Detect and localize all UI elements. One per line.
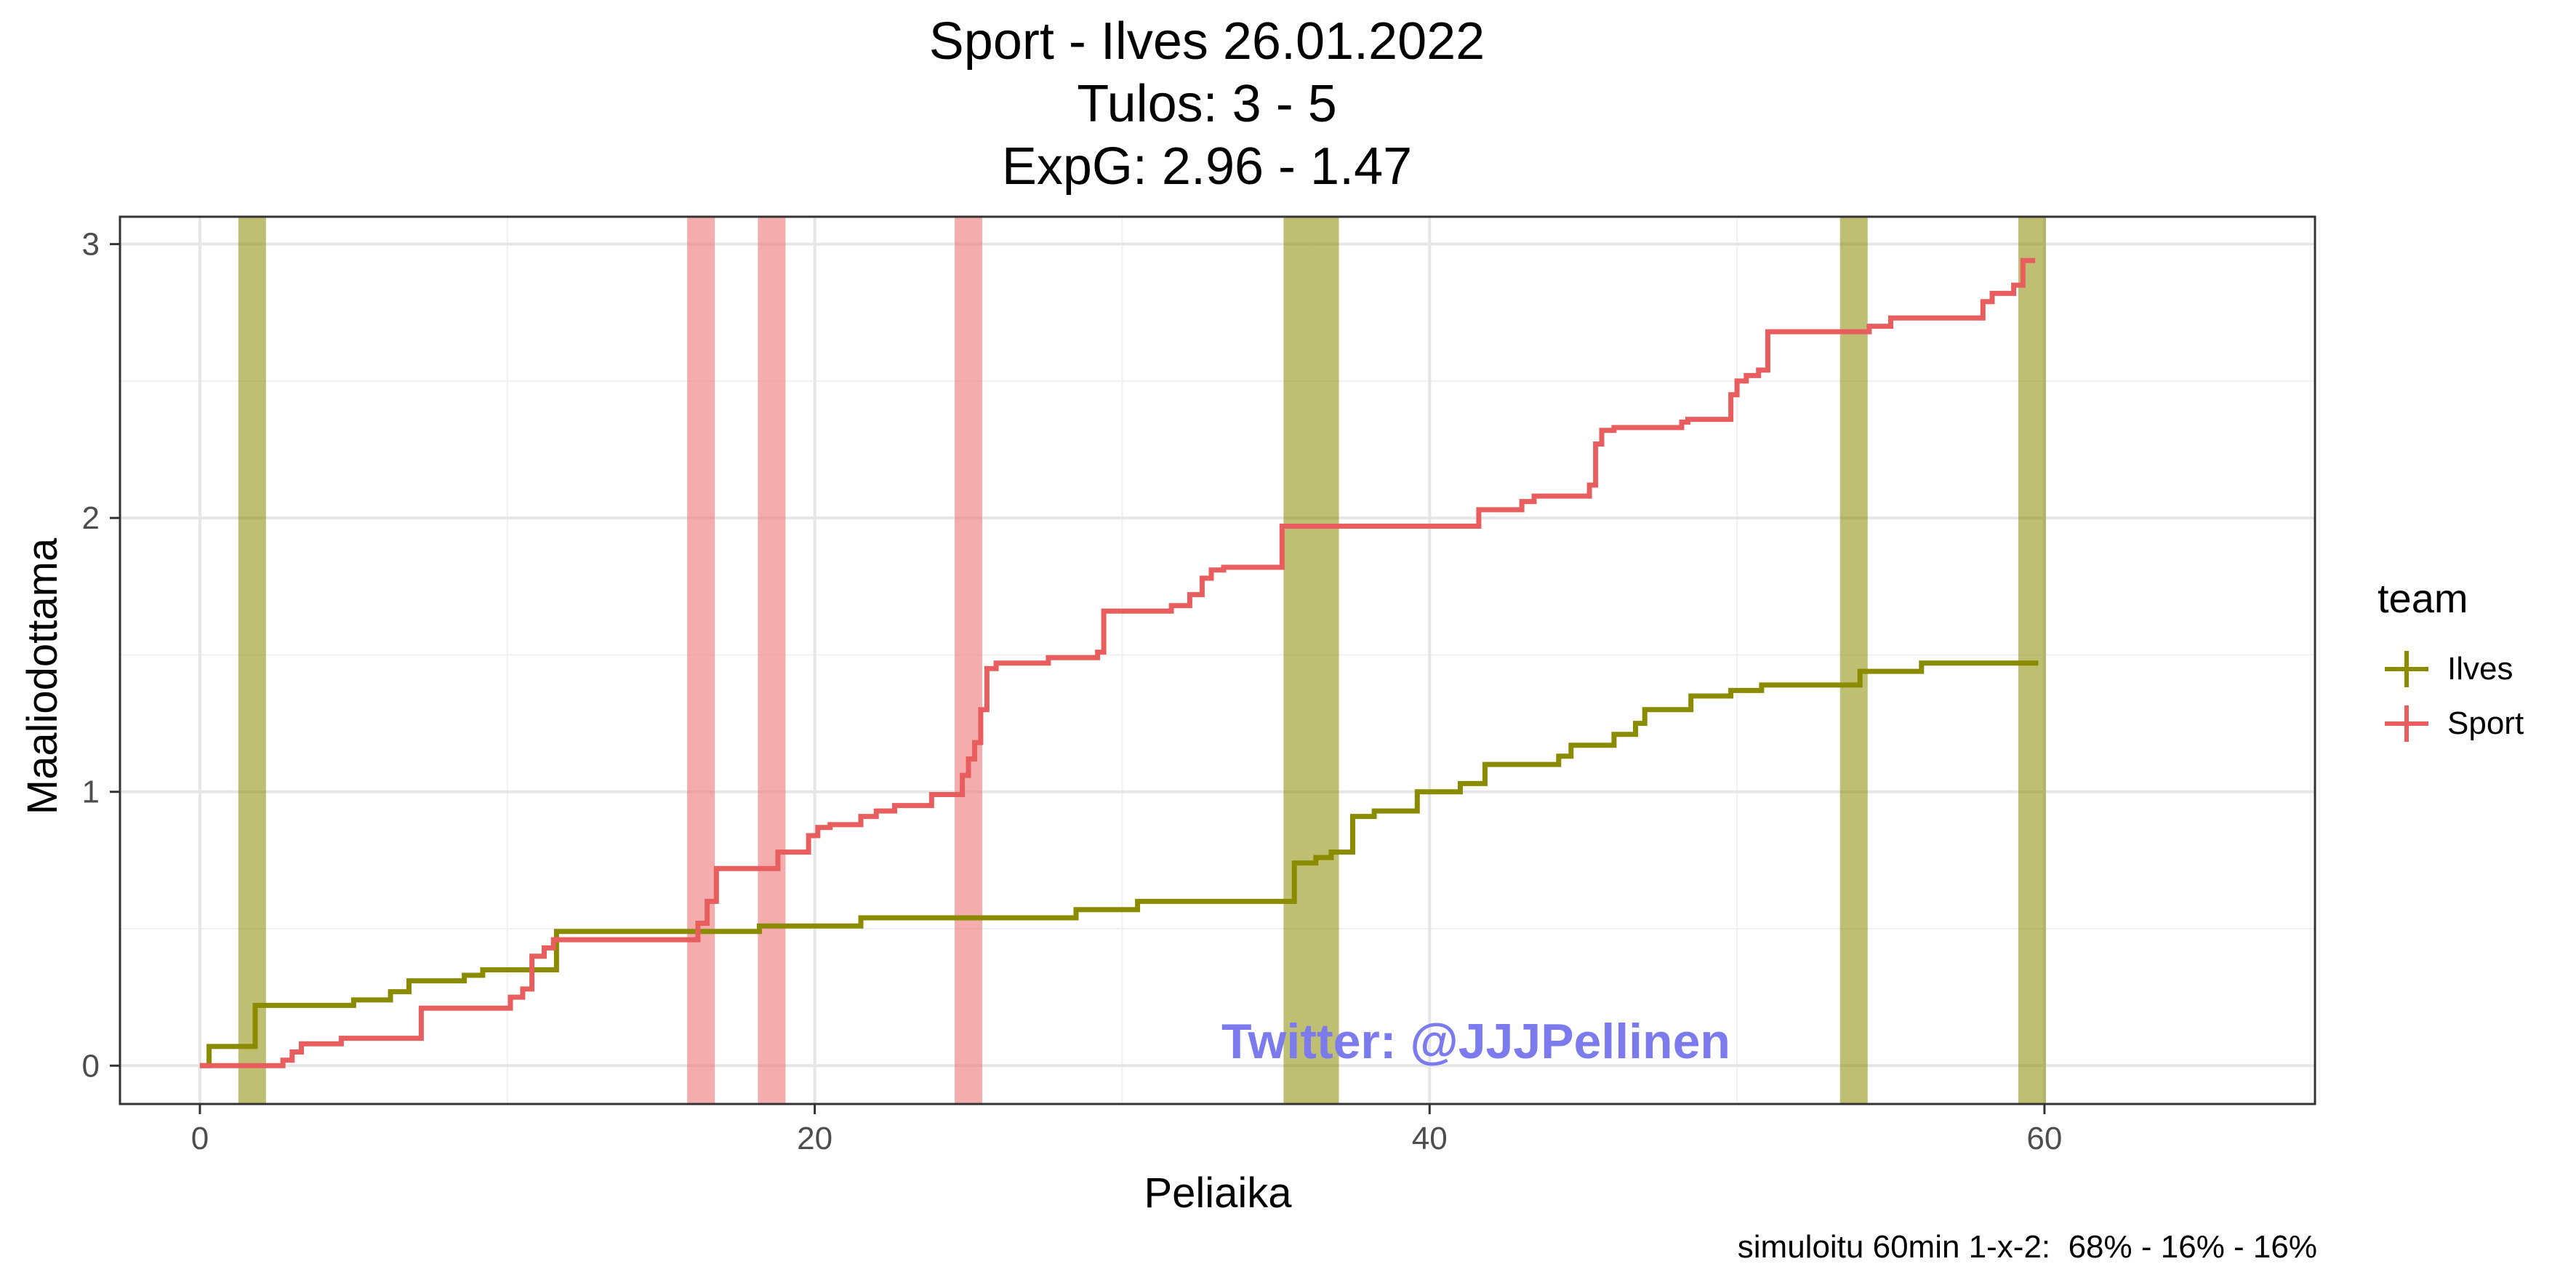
y-tick-label: 0 (82, 1048, 100, 1084)
y-axis-label: Maaliodottama (19, 537, 66, 815)
y-tick-label: 3 (82, 227, 100, 263)
goal-band-sport (954, 217, 983, 1104)
x-axis-label: Peliaika (1144, 1169, 1292, 1217)
goal-band-ilves (238, 217, 266, 1104)
chart-subtitle-result: Tulos: 3 - 5 (1077, 75, 1337, 133)
grid-major (120, 217, 2315, 1104)
goal-band-sport (687, 217, 715, 1104)
legend-key-ilves (2385, 644, 2428, 695)
series-lines (199, 257, 2039, 1068)
panel-border (119, 215, 2316, 1105)
x-tick-label: 60 (2026, 1121, 2062, 1156)
x-axis: 0 20 40 60 (191, 1104, 2062, 1156)
goal-bands (238, 217, 2047, 1104)
goal-band-ilves (1311, 217, 1339, 1104)
goal-band-ilves (2018, 217, 2047, 1104)
legend-item-sport: Sport (2385, 698, 2524, 749)
chart-subtitle-expg: ExpG: 2.96 - 1.47 (1001, 137, 1413, 196)
y-tick-label: 2 (82, 500, 100, 536)
series-line-sport (199, 257, 2036, 1068)
x-tick-label: 20 (797, 1121, 832, 1156)
y-tick-label: 1 (82, 775, 100, 810)
goal-band-ilves (1839, 217, 1868, 1104)
series-line-ilves (199, 660, 2039, 1068)
goal-band-sport (758, 217, 786, 1104)
goal-band-ilves (1283, 217, 1312, 1104)
legend-title: team (2378, 575, 2468, 621)
legend-label-sport: Sport (2447, 705, 2524, 741)
footnote: simuloitu 60min 1-x-2: 68% - 16% - 16% (1737, 1229, 2317, 1265)
y-axis: 0 1 2 3 (82, 227, 120, 1084)
grid-minor (120, 217, 2315, 1104)
x-tick-label: 40 (1412, 1121, 1448, 1156)
legend-label-ilves: Ilves (2447, 651, 2513, 687)
chart-title: Sport - Ilves 26.01.2022 (928, 12, 1485, 71)
x-tick-label: 0 (191, 1121, 209, 1156)
legend-key-sport (2385, 698, 2428, 749)
watermark: Twitter: @JJJPellinen (1221, 1014, 1730, 1069)
legend-item-ilves: Ilves (2385, 644, 2513, 695)
